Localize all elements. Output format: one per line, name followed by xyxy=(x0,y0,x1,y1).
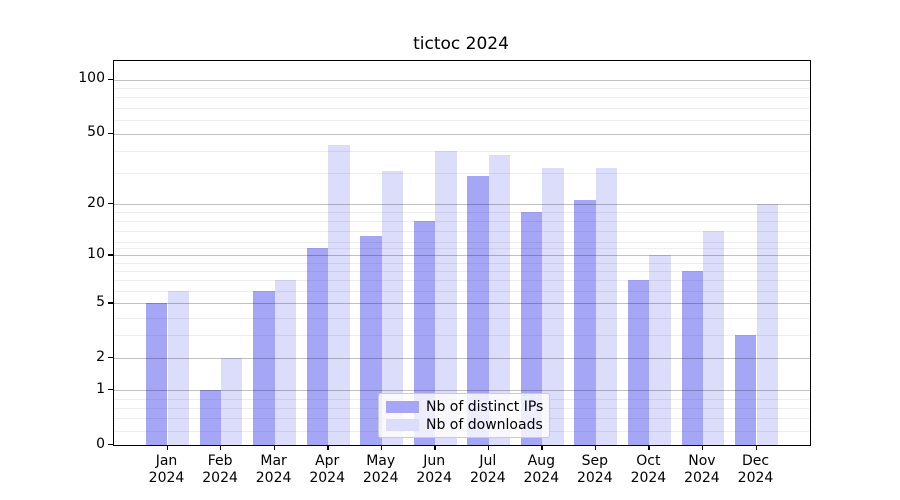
legend-swatch-downloads xyxy=(386,418,419,431)
bar-distinct-ips-may xyxy=(360,236,382,445)
bar-distinct-ips-feb xyxy=(199,390,222,445)
y-tick-label: 50 xyxy=(87,124,105,141)
gridline-minor xyxy=(114,248,810,250)
gridline-minor xyxy=(114,242,810,243)
gridline-minor xyxy=(114,335,810,337)
bar-distinct-ips-jun xyxy=(413,220,436,445)
x-tick-label: Jun 2024 xyxy=(416,453,452,486)
y-tick-mark xyxy=(108,203,113,205)
x-tick-label: Jul 2024 xyxy=(469,453,506,486)
x-tick-label: Aug 2024 xyxy=(523,453,560,486)
legend-label-downloads: Nb of downloads xyxy=(426,416,543,433)
x-tick-mark xyxy=(273,445,275,450)
x-tick-label: Mar 2024 xyxy=(255,453,292,486)
bar-downloads-mar xyxy=(274,280,296,445)
x-tick-mark xyxy=(487,445,490,450)
bar-downloads-nov xyxy=(702,230,725,445)
bar-downloads-sep xyxy=(595,168,618,445)
gridline-minor xyxy=(114,173,810,175)
x-tick-mark xyxy=(380,445,383,450)
bar-downloads-jan xyxy=(167,291,189,445)
gridline-minor xyxy=(114,97,810,99)
x-tick-mark xyxy=(434,445,436,450)
x-tick-mark xyxy=(541,445,543,450)
y-tick-mark xyxy=(108,132,113,135)
bar-downloads-may xyxy=(381,170,404,445)
gridline-minor xyxy=(114,119,810,121)
y-tick-label: 5 xyxy=(96,293,105,310)
x-tick-label: Jan 2024 xyxy=(148,453,185,486)
x-tick-label: Feb 2024 xyxy=(202,453,238,486)
gridline-major xyxy=(114,79,810,81)
gridline-minor xyxy=(114,291,810,292)
gridline-minor xyxy=(114,211,810,213)
bar-distinct-ips-nov xyxy=(681,271,703,445)
bar-distinct-ips-apr xyxy=(306,248,329,445)
legend-swatch-distinct-ips xyxy=(386,400,419,413)
bar-distinct-ips-jul xyxy=(467,175,489,445)
bar-downloads-jul xyxy=(488,155,511,445)
gridline-minor xyxy=(114,107,810,109)
y-tick-mark xyxy=(108,254,113,256)
x-tick-mark xyxy=(701,445,704,450)
x-tick-mark xyxy=(166,445,168,450)
chart-title: tictoc 2024 xyxy=(413,34,509,54)
y-tick-label: 1 xyxy=(96,380,105,397)
y-tick-label: 20 xyxy=(87,194,105,211)
legend-label-distinct-ips: Nb of distinct IPs xyxy=(426,398,544,415)
y-tick-mark xyxy=(108,78,113,81)
legend-entry-distinct-ips: Nb of distinct IPs xyxy=(386,398,544,415)
gridline-minor xyxy=(114,87,810,89)
x-tick-label: Oct 2024 xyxy=(630,453,667,486)
bar-downloads-aug xyxy=(542,168,564,445)
x-tick-label: Nov 2024 xyxy=(684,453,720,486)
plot-area xyxy=(113,60,811,446)
gridline-major xyxy=(114,358,810,359)
gridline-major xyxy=(114,255,810,257)
gridline-minor xyxy=(114,151,810,152)
bar-downloads-feb xyxy=(221,358,243,445)
bar-distinct-ips-oct xyxy=(628,280,650,445)
bar-downloads-oct xyxy=(649,255,671,445)
y-tick-label: 10 xyxy=(87,245,105,262)
y-tick-mark xyxy=(108,302,113,304)
y-tick-label: 2 xyxy=(96,348,105,365)
y-tick-mark xyxy=(108,357,113,359)
x-tick-label: Sep 2024 xyxy=(576,453,613,486)
y-tick-mark xyxy=(108,444,113,446)
gridline-major xyxy=(114,133,810,135)
gridline-minor xyxy=(114,280,810,282)
legend-entry-downloads: Nb of downloads xyxy=(386,416,543,433)
x-tick-mark xyxy=(648,445,650,450)
bar-distinct-ips-jan xyxy=(146,303,168,445)
x-tick-label: May 2024 xyxy=(362,453,399,486)
legend: Nb of distinct IPs Nb of downloads xyxy=(378,393,550,438)
x-tick-mark xyxy=(327,445,329,450)
gridline-minor xyxy=(114,271,810,273)
bar-downloads-apr xyxy=(328,145,350,445)
x-tick-label: Dec 2024 xyxy=(737,453,774,486)
gridline-major xyxy=(114,303,810,305)
gridline-minor xyxy=(114,262,810,264)
y-tick-label: 0 xyxy=(96,435,105,452)
x-tick-label: Apr 2024 xyxy=(309,453,345,486)
x-tick-mark xyxy=(594,445,597,450)
gridline-major xyxy=(114,390,810,392)
y-tick-label: 100 xyxy=(78,70,105,87)
gridline-major xyxy=(114,204,810,205)
x-tick-mark xyxy=(755,445,757,450)
x-tick-mark xyxy=(220,445,222,450)
bar-distinct-ips-sep xyxy=(574,200,596,445)
gridline-minor xyxy=(114,317,810,319)
y-tick-mark xyxy=(108,389,113,391)
gridline-minor xyxy=(114,220,810,222)
gridline-minor xyxy=(114,230,810,232)
bar-distinct-ips-dec xyxy=(735,335,757,445)
bar-downloads-jun xyxy=(435,151,457,445)
bar-distinct-ips-aug xyxy=(520,211,543,445)
bar-distinct-ips-mar xyxy=(253,291,275,445)
bar-downloads-dec xyxy=(756,204,778,445)
